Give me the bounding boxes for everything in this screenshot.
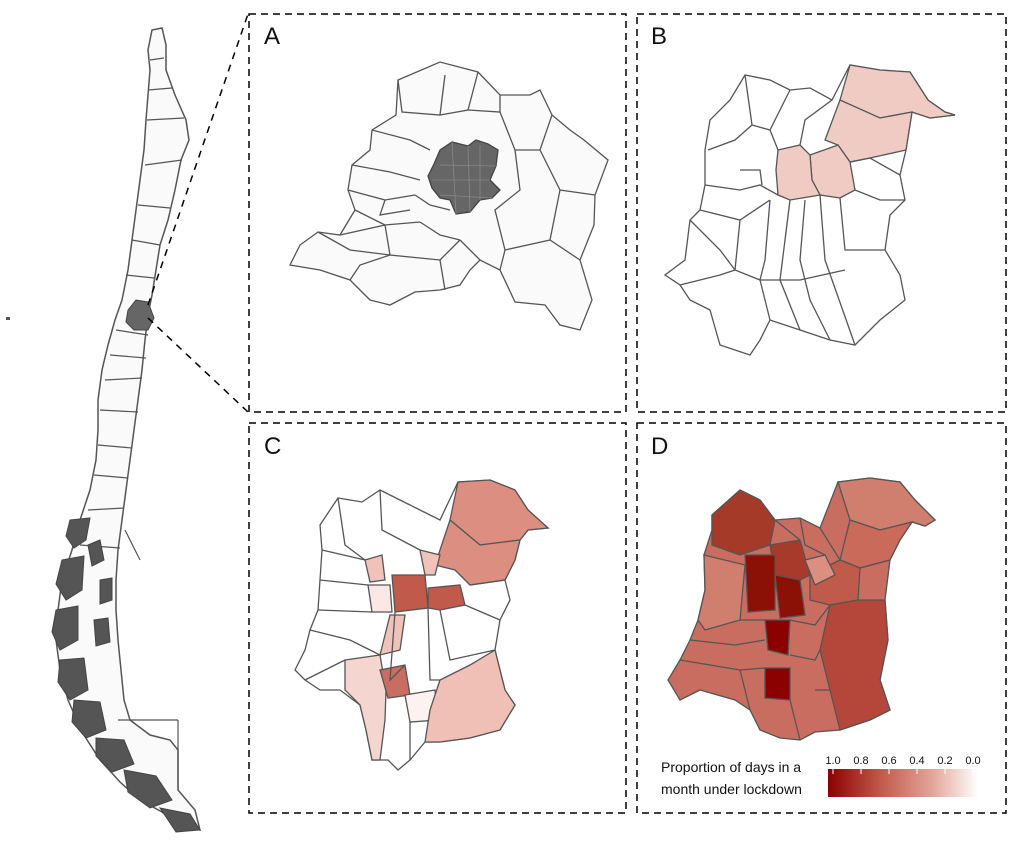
legend-tick-0-4: 0.4 <box>909 755 924 767</box>
legend-title-line1: Proportion of days in a <box>661 759 801 775</box>
legend-title-line2: month under lockdown <box>661 781 802 797</box>
commune-c-center-east <box>427 584 466 611</box>
commune-d-center2 <box>774 574 806 619</box>
commune-lines-b <box>679 74 905 346</box>
commune-c-center-south <box>379 614 406 656</box>
legend-color-bar <box>828 769 978 797</box>
panel-b-map <box>663 64 956 356</box>
panel-d-label: D <box>651 433 668 460</box>
panel-a-frame <box>248 13 627 413</box>
legend-tick-0-2: 0.2 <box>937 755 952 767</box>
small-island-marker <box>6 317 10 320</box>
commune-d-east-mid <box>804 554 836 586</box>
commune-d-northwest <box>711 489 776 556</box>
panel-c-frame <box>248 422 627 814</box>
urban-commune-lines <box>432 141 497 215</box>
legend: Proportion of days in a month under lock… <box>661 755 981 797</box>
panel-a-map <box>289 61 609 331</box>
panel-b-frame <box>636 13 1007 413</box>
santiago-region-highlight <box>125 299 155 331</box>
legend-tick-0-6: 0.6 <box>881 755 896 767</box>
legend-tick-0-8: 0.8 <box>853 755 868 767</box>
commune-d-south <box>764 667 791 701</box>
zoom-connector-lines <box>147 13 249 413</box>
panel-d-map <box>667 477 937 741</box>
chile-southern-islands <box>51 517 201 833</box>
chile-outline <box>55 27 202 831</box>
commune-d-southeast <box>819 599 891 731</box>
panel-a-label: A <box>264 23 280 50</box>
panel-c-map <box>294 479 550 771</box>
commune-c-northcenter <box>419 549 441 576</box>
commune-lines-c <box>304 489 506 760</box>
metro-commune-lines <box>317 71 596 291</box>
chile-map <box>6 27 202 833</box>
panel-b-label: B <box>651 23 667 50</box>
commune-d-center3 <box>764 619 791 656</box>
panel-frames <box>248 13 1007 814</box>
commune-lines-d <box>679 517 891 741</box>
panel-d-frame <box>636 422 1007 814</box>
commune-c-west1 <box>364 554 386 583</box>
legend-tick-1-0: 1.0 <box>825 755 840 767</box>
commune-d-center <box>744 554 776 613</box>
legend-tick-marks <box>832 769 974 774</box>
legend-tick-0-0: 0.0 <box>965 755 980 767</box>
panel-c-label: C <box>264 433 281 460</box>
commune-c-center <box>391 574 429 613</box>
commune-d-west <box>697 554 746 631</box>
commune-c-west2 <box>367 584 393 613</box>
commune-c-southeast <box>424 648 516 743</box>
